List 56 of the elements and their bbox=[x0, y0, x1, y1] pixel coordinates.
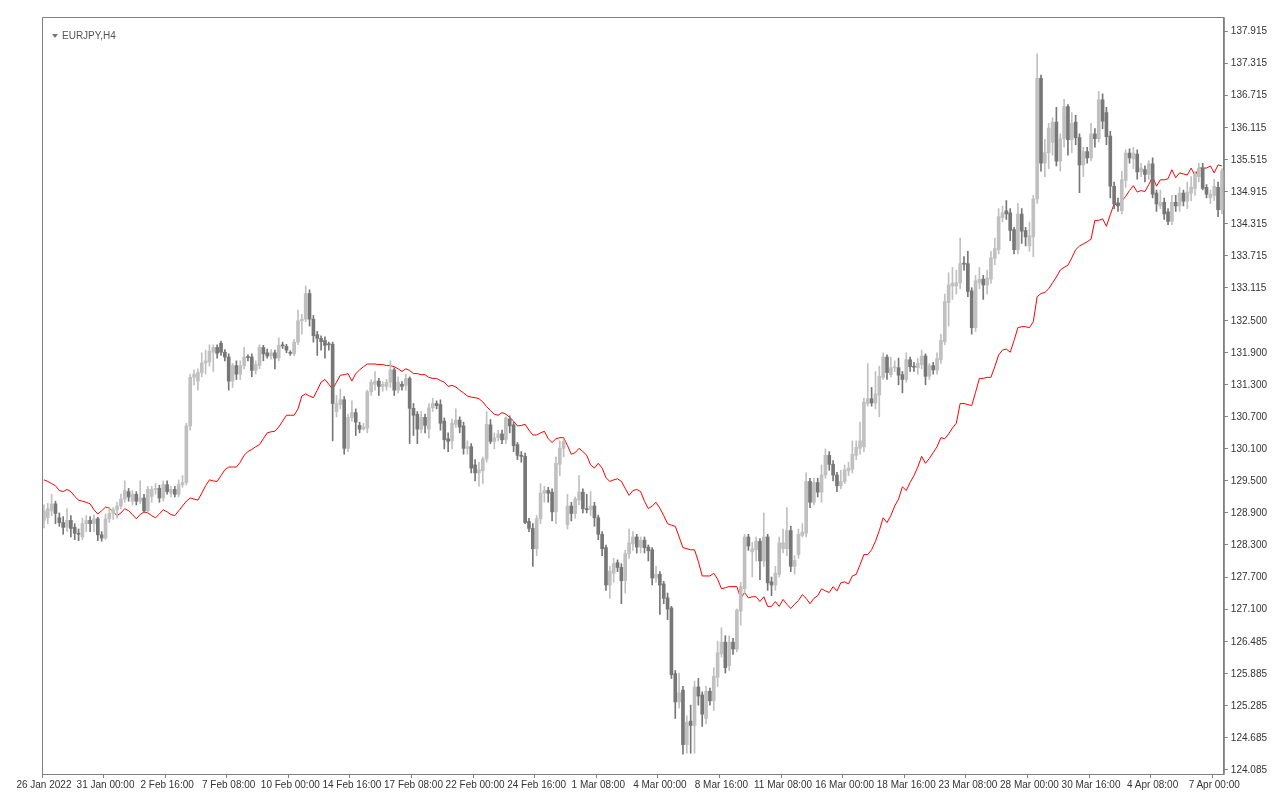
y-tick-label: 129.500 bbox=[1230, 474, 1268, 486]
candlestick bbox=[138, 480, 142, 504]
x-tick-label: 26 Jan 2022 bbox=[16, 778, 72, 790]
x-tick-label: 28 Mar 00:00 bbox=[999, 778, 1060, 790]
y-tick-label: 128.300 bbox=[1230, 538, 1268, 550]
y-tick-label: 131.900 bbox=[1230, 346, 1268, 358]
candlestick bbox=[654, 566, 658, 583]
x-tick-label: 11 Mar 08:00 bbox=[753, 778, 813, 790]
x-tick-label: 2 Feb 16:00 bbox=[140, 778, 195, 790]
candlestick bbox=[584, 493, 589, 514]
x-tick-label: 4 Apr 08:00 bbox=[1127, 778, 1179, 790]
y-tick-label: 124.685 bbox=[1230, 731, 1268, 743]
x-tick-label: 30 Mar 16:00 bbox=[1061, 778, 1121, 790]
y-tick-label: 128.900 bbox=[1230, 506, 1268, 518]
x-tick-label: 7 Feb 08:00 bbox=[202, 778, 256, 790]
candlestick bbox=[88, 516, 92, 532]
x-tick-label: 10 Feb 00:00 bbox=[260, 778, 321, 790]
y-tick-label: 133.115 bbox=[1230, 281, 1267, 293]
y-tick-label: 137.915 bbox=[1230, 25, 1268, 37]
x-tick-label: 17 Feb 08:00 bbox=[384, 778, 444, 790]
x-tick-label: 22 Feb 00:00 bbox=[445, 778, 505, 790]
y-tick-label: 127.700 bbox=[1230, 570, 1268, 582]
x-tick-label: 1 Mar 08:00 bbox=[571, 778, 626, 790]
candlestick bbox=[1093, 128, 1097, 148]
x-tick-label: 7 Apr 00:00 bbox=[1188, 778, 1241, 790]
y-tick-label: 127.100 bbox=[1230, 602, 1268, 614]
candlestick bbox=[750, 541, 755, 578]
x-tick-label: 16 Mar 00:00 bbox=[815, 778, 875, 790]
y-tick-label: 125.885 bbox=[1230, 667, 1268, 679]
y-tick-label: 136.715 bbox=[1230, 89, 1268, 101]
x-tick-label: 14 Feb 16:00 bbox=[322, 778, 382, 790]
x-tick-label: 8 Mar 16:00 bbox=[694, 778, 749, 790]
y-tick-label: 136.115 bbox=[1230, 121, 1267, 133]
x-tick-label: 24 Feb 16:00 bbox=[507, 778, 567, 790]
x-tick-label: 23 Mar 08:00 bbox=[938, 778, 998, 790]
y-tick-label: 130.100 bbox=[1230, 442, 1268, 454]
x-tick-label: 4 Mar 00:00 bbox=[633, 778, 687, 790]
y-tick-label: 132.500 bbox=[1230, 314, 1268, 326]
y-tick-label: 131.300 bbox=[1230, 378, 1268, 390]
y-tick-label: 134.315 bbox=[1230, 217, 1268, 229]
y-tick-label: 134.915 bbox=[1230, 185, 1268, 197]
candlestick bbox=[477, 461, 481, 487]
y-tick-label: 126.485 bbox=[1230, 635, 1268, 647]
candlestick bbox=[380, 381, 385, 392]
x-tick-label: 31 Jan 00:00 bbox=[76, 778, 135, 790]
y-tick-label: 135.515 bbox=[1230, 153, 1268, 165]
y-tick-label: 133.715 bbox=[1230, 249, 1268, 261]
y-tick-label: 130.700 bbox=[1230, 410, 1268, 422]
y-tick-label: 125.285 bbox=[1230, 699, 1268, 711]
text: EURJPY,H4 bbox=[62, 30, 116, 41]
candlestick bbox=[658, 571, 662, 615]
candlestick bbox=[1173, 194, 1178, 212]
y-tick-label: 137.315 bbox=[1230, 57, 1268, 69]
y-tick-label: 124.085 bbox=[1230, 763, 1268, 775]
candlestick bbox=[981, 275, 986, 300]
x-tick-label: 18 Mar 16:00 bbox=[876, 778, 937, 790]
